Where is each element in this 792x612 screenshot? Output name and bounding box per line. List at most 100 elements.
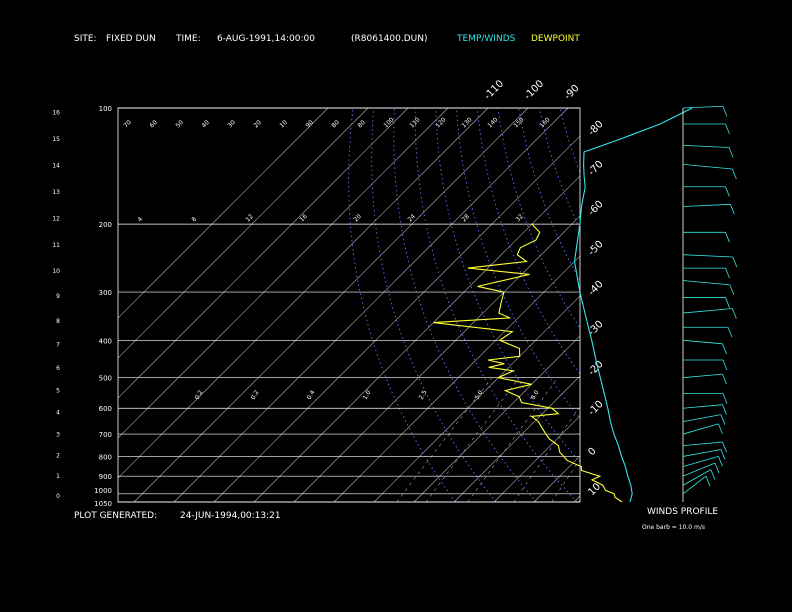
wind-barb-flag <box>720 414 726 425</box>
wind-barb-flag <box>722 343 727 354</box>
wind-barb <box>682 373 723 379</box>
height-tick-label: 1 <box>56 473 60 480</box>
wind-barb-flag <box>725 232 730 243</box>
isotherm <box>493 415 580 502</box>
isotherm <box>293 215 580 502</box>
wind-barb <box>682 280 730 286</box>
height-tick-label: 7 <box>56 342 60 349</box>
pressure-tick-label: 200 <box>99 221 112 229</box>
moist-adiabat <box>630 224 792 502</box>
mixing-ratio-line <box>578 499 580 502</box>
dry-adiabat <box>602 108 792 502</box>
pressure-tick-label: 500 <box>99 375 112 383</box>
mixing-ratio-line <box>513 406 580 502</box>
time-value: 6-AUG-1991,14:00:00 <box>217 34 315 44</box>
skew-temp-label: -10 <box>586 399 605 418</box>
moist-adiabat-label: 12 <box>244 213 254 223</box>
dry-adiabat-label: 60 <box>148 119 158 129</box>
height-tick-label: 8 <box>56 318 60 325</box>
wind-barb-flag <box>722 393 728 404</box>
isotherm <box>253 175 580 502</box>
height-tick-label: 13 <box>52 189 60 196</box>
winds-title: WINDS PROFILE <box>647 507 718 517</box>
dry-adiabat <box>726 108 792 502</box>
skew-temp-label: -60 <box>586 199 605 218</box>
dry-adiabat-label: 80 <box>330 119 340 129</box>
dry-adiabat-label: 50 <box>174 119 184 129</box>
height-tick-label: 9 <box>56 293 60 300</box>
dry-adiabat-label: 120 <box>434 116 447 129</box>
height-tick-label: 16 <box>52 110 60 117</box>
wind-barb <box>682 441 723 447</box>
wind-barb <box>682 449 722 457</box>
dry-adiabat-label: 70 <box>122 119 132 129</box>
moist-adiabat <box>662 224 792 502</box>
dewpoint-legend: DEWPOINT <box>531 34 580 44</box>
site-label: SITE: <box>74 34 97 44</box>
dry-adiabat-label: 40 <box>200 119 210 129</box>
wind-barb-flag <box>732 256 738 268</box>
height-tick-label: 5 <box>56 388 60 395</box>
skew-temp-label: -90 <box>562 83 581 102</box>
wind-barb-flag <box>722 373 727 385</box>
chart-axes: 1002003004005006007008009001000105001234… <box>52 78 605 508</box>
moist-adiabat-label: 28 <box>460 213 470 223</box>
height-tick-label: 6 <box>56 365 60 372</box>
isotherm <box>118 108 449 439</box>
pressure-tick-label: 900 <box>99 473 112 481</box>
isotherm <box>533 455 580 502</box>
moist-adiabat <box>614 224 792 502</box>
site-value: FIXED DUN <box>106 34 156 44</box>
skew-temp-label: -110 <box>482 78 506 102</box>
dry-adiabat-label: 20 <box>252 119 262 129</box>
dry-adiabat-label: 110 <box>408 116 421 129</box>
mixing-ratio-label: 0.4 <box>306 389 317 401</box>
skew-temp-label: -100 <box>522 78 546 102</box>
mixing-ratio-label: 1.0 <box>362 389 373 401</box>
wind-barb-flag <box>722 441 727 453</box>
mixing-ratio-line <box>604 378 683 502</box>
isotherm <box>213 135 580 502</box>
pressure-tick-label: 1000 <box>94 487 112 495</box>
dry-adiabat <box>414 108 578 502</box>
isotherm <box>614 108 792 502</box>
temperature-line <box>573 107 693 503</box>
generated-value: 24-JUN-1994,00:13:21 <box>180 511 281 521</box>
dewpoint-line <box>433 223 623 503</box>
dry-adiabat-label: 10 <box>278 119 288 129</box>
skew-temp-label: -70 <box>586 159 605 178</box>
wind-barb-flag <box>725 297 730 308</box>
skew-temp-label: -50 <box>586 239 605 258</box>
wind-barb <box>682 203 731 207</box>
wind-barb-flag <box>728 147 734 158</box>
wind-barb <box>682 469 712 486</box>
dry-adiabat <box>538 108 580 231</box>
skew-temp-label: 0 <box>586 446 598 458</box>
moist-adiabat-label: 32 <box>514 213 524 223</box>
isotherm <box>453 375 580 502</box>
pressure-tick-label: 600 <box>99 405 112 413</box>
pressure-tick-label: 300 <box>99 289 112 297</box>
wind-barb-flag <box>720 449 726 460</box>
isotherm <box>118 108 489 479</box>
dry-adiabat <box>788 108 792 502</box>
wind-barb-flag <box>722 106 728 117</box>
dry-adiabat <box>581 108 792 502</box>
isotherm <box>133 108 529 502</box>
height-tick-label: 2 <box>56 452 60 459</box>
dry-adiabat-label: 80 <box>356 119 366 129</box>
wind-barb-flag <box>729 204 735 215</box>
wind-barb-flag <box>705 476 711 487</box>
moist-adiabat <box>646 224 792 502</box>
dry-adiabat-label: 30 <box>226 119 236 129</box>
wind-barb <box>682 456 719 467</box>
wind-barb <box>682 254 733 258</box>
dry-adiabat <box>518 108 580 282</box>
chart-series <box>433 107 693 503</box>
isotherm <box>118 108 409 399</box>
mixing-ratio-label: 8.0 <box>530 389 541 401</box>
wind-barb-flag <box>725 267 730 279</box>
wind-barb <box>682 308 733 314</box>
winds-note: One barb = 10.0 m/s <box>642 524 705 531</box>
